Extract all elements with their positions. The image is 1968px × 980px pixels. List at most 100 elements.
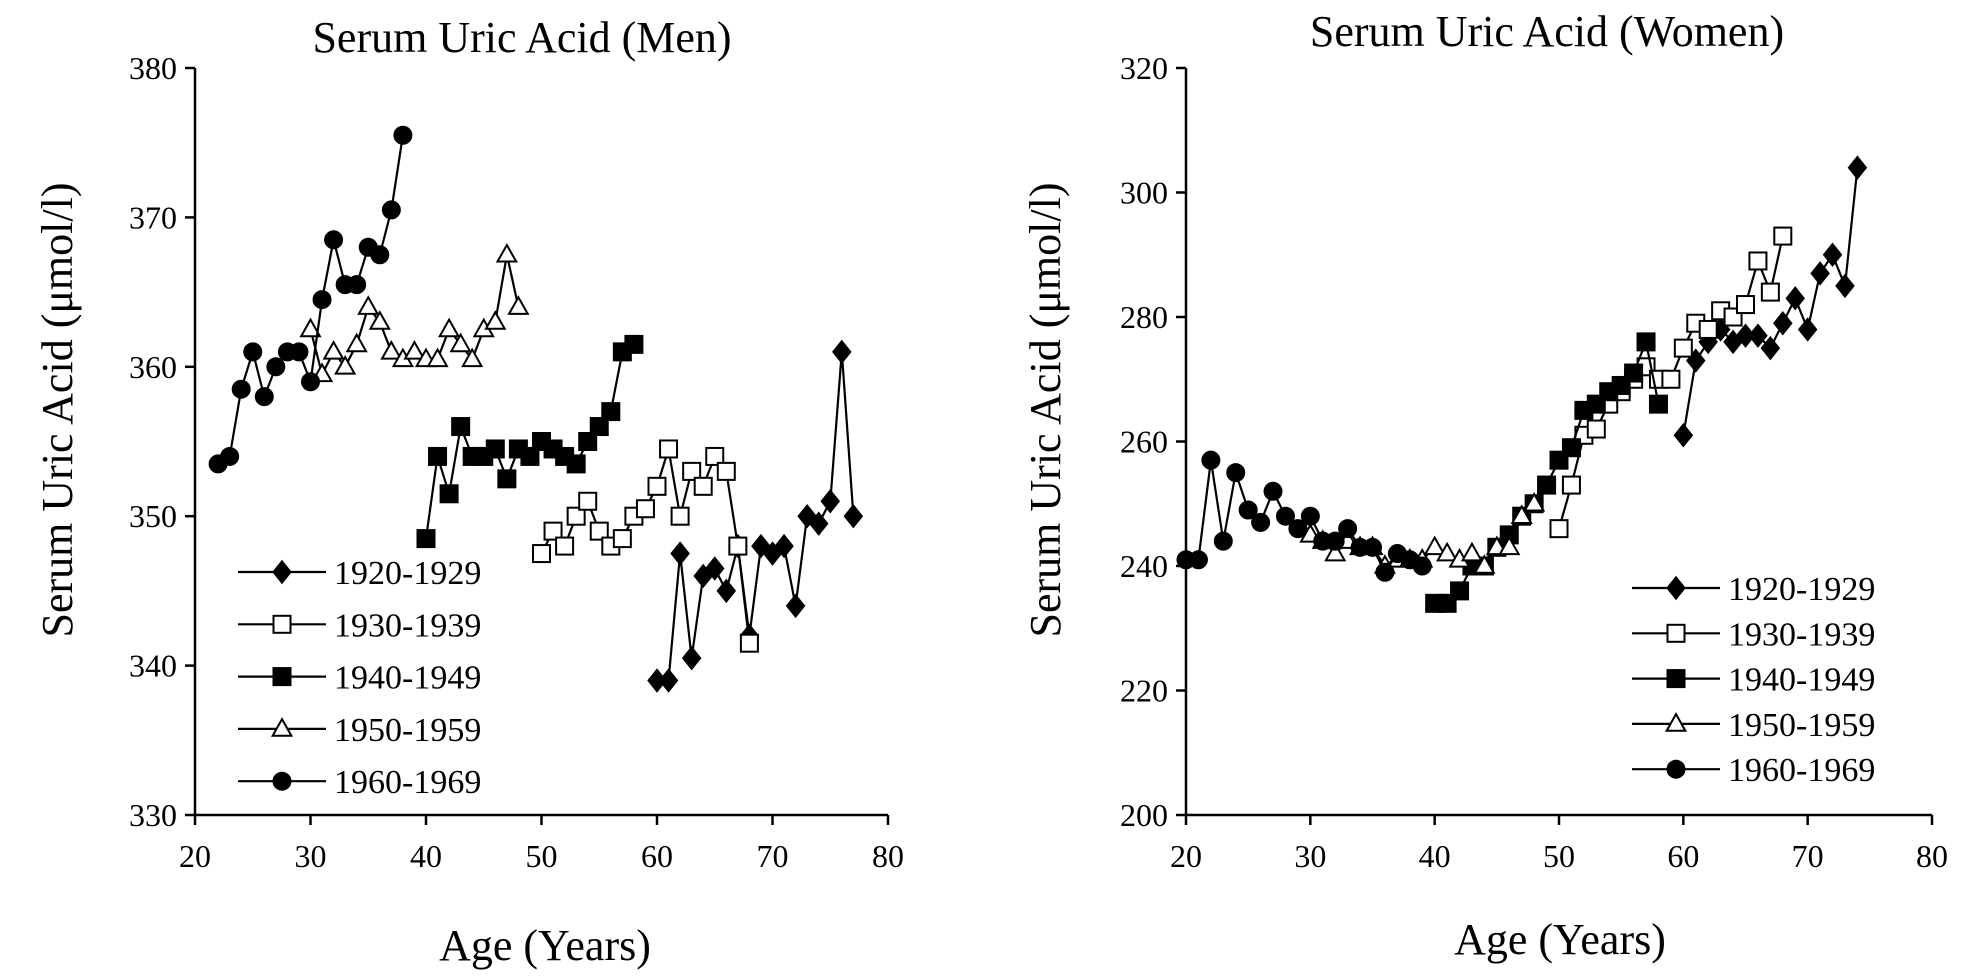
data-point-1940-1949-3 — [451, 417, 471, 437]
legend-item: 1930-1939 — [1632, 616, 1875, 653]
data-point-1930-1939-15 — [705, 446, 725, 466]
data-point-1950-1959-7 — [380, 340, 403, 360]
data-point-1950-1959-5 — [357, 295, 380, 315]
data-point-1950-1959-0 — [299, 317, 322, 338]
data-point-1920-1929-12 — [785, 593, 806, 619]
data-point-1960-1969-4 — [1226, 463, 1246, 483]
data-point-1950-1959-12 — [438, 317, 461, 338]
data-point-1950-1959-16 — [1498, 535, 1521, 556]
data-point-1920-1929-1 — [658, 668, 679, 693]
series-1930-1939 — [1549, 226, 1793, 539]
legend-label: 1920-1929 — [1728, 571, 1875, 608]
legend-marker — [270, 717, 294, 737]
x-tick-label: 20 — [1170, 838, 1202, 874]
data-point-1930-1939-0 — [1549, 519, 1569, 539]
series-1940-1949 — [1425, 332, 1668, 613]
data-point-1930-1939-17 — [728, 536, 748, 556]
data-point-1920-1929-17 — [843, 503, 864, 529]
legend-marker — [1664, 712, 1688, 732]
data-point-1960-1969-12 — [1325, 531, 1345, 551]
data-point-1960-1969-3 — [1213, 531, 1233, 551]
legend-marker — [272, 667, 292, 687]
data-point-1950-1959-13 — [449, 332, 472, 353]
legend-item: 1940-1949 — [238, 660, 481, 697]
y-tick-label: 220 — [1120, 673, 1168, 709]
data-point-1930-1939-16 — [1748, 251, 1768, 271]
data-point-1920-1929-11 — [1810, 261, 1830, 286]
data-point-1920-1929-3 — [681, 645, 702, 671]
data-point-1950-1959-4 — [345, 332, 368, 353]
data-point-1930-1939-3 — [1586, 419, 1606, 439]
y-axis-label: Serum Uric Acid (μmol/l) — [33, 183, 82, 638]
data-point-1920-1929-6 — [716, 578, 737, 604]
data-point-1930-1939-3 — [566, 506, 586, 526]
data-point-1960-1969-15 — [381, 200, 401, 220]
data-point-1960-1969-2 — [231, 379, 251, 399]
data-point-1940-1949-1 — [428, 446, 448, 466]
chart-title: Serum Uric Acid (Men) — [312, 13, 731, 62]
x-tick-label: 20 — [179, 838, 211, 874]
data-point-1940-1949-0 — [416, 529, 436, 549]
data-point-1920-1929-9 — [1785, 286, 1806, 311]
data-point-1950-1959-14 — [461, 347, 484, 368]
data-point-1930-1939-17 — [1760, 282, 1780, 302]
data-point-1930-1939-10 — [1673, 338, 1693, 358]
data-point-1960-1969-10 — [1300, 506, 1320, 526]
data-point-1960-1969-7 — [289, 342, 309, 362]
legend-marker — [1666, 575, 1686, 601]
x-tick-label: 30 — [1294, 838, 1326, 874]
data-point-1940-1949-16 — [601, 402, 621, 422]
data-point-1960-1969-14 — [370, 245, 390, 265]
data-point-1960-1969-7 — [1263, 481, 1283, 501]
data-point-1940-1949-2 — [1450, 581, 1470, 601]
legend-item: 1960-1969 — [1632, 752, 1875, 789]
data-point-1930-1939-9 — [1661, 369, 1681, 389]
data-point-1930-1939-0 — [532, 544, 551, 564]
data-point-1930-1939-15 — [1736, 295, 1755, 315]
x-tick-label: 60 — [1667, 838, 1699, 874]
legend-item: 1920-1929 — [1632, 571, 1875, 608]
y-tick-label: 320 — [1120, 50, 1168, 86]
data-point-1950-1959-6 — [368, 310, 391, 330]
x-tick-label: 40 — [1419, 838, 1451, 874]
data-point-1940-1949-11 — [1561, 438, 1581, 458]
legend-label: 1960-1969 — [334, 764, 481, 801]
y-tick-label: 360 — [129, 349, 177, 385]
data-point-1940-1949-6 — [485, 439, 505, 459]
data-point-1950-1959-16 — [484, 310, 507, 330]
data-point-1930-1939-16 — [716, 461, 736, 481]
legend: 1920-1929 1930-1939 1940-1949 1950-1959 1960… — [238, 555, 481, 801]
data-point-1930-1939-11 — [659, 439, 679, 459]
data-point-1950-1959-2 — [1324, 541, 1347, 562]
data-point-1960-1969-19 — [1412, 556, 1432, 576]
x-tick-label: 50 — [1543, 838, 1575, 874]
data-point-1940-1949-15 — [589, 417, 609, 437]
legend-marker — [272, 559, 292, 585]
data-point-1960-1969-5 — [266, 357, 286, 377]
data-point-1950-1959-11 — [426, 347, 449, 368]
data-point-1960-1969-6 — [1251, 512, 1271, 532]
data-point-1960-1969-2 — [1201, 450, 1221, 470]
data-point-1930-1939-1 — [1561, 475, 1581, 495]
data-point-1930-1939-7 — [612, 529, 632, 549]
legend-item: 1950-1959 — [238, 712, 481, 749]
x-tick-label: 30 — [295, 838, 327, 874]
data-point-1920-1929-13 — [1835, 273, 1855, 299]
data-point-1960-1969-16 — [1375, 562, 1395, 582]
data-point-1930-1939-18 — [739, 633, 759, 653]
data-point-1960-1969-12 — [347, 275, 367, 295]
legend-label: 1920-1929 — [334, 555, 481, 592]
y-axis-label: Serum Uric Acid (μmol/l) — [1021, 183, 1070, 638]
data-point-1950-1959-9 — [403, 340, 426, 360]
data-point-1920-1929-8 — [1773, 310, 1793, 336]
data-point-1960-1969-9 — [312, 290, 332, 310]
legend-label: 1940-1949 — [334, 660, 481, 697]
data-point-1930-1939-18 — [1773, 226, 1793, 246]
series-1960-1969 — [208, 125, 413, 474]
y-tick-label: 260 — [1120, 424, 1168, 460]
chart-men: Serum Uric Acid (Men) Age (Years) Serum … — [33, 13, 904, 970]
legend-marker — [1666, 759, 1686, 779]
data-point-1960-1969-16 — [393, 125, 413, 145]
data-point-1950-1959-17 — [495, 242, 518, 263]
series-line-1960-1969 — [217, 135, 404, 465]
